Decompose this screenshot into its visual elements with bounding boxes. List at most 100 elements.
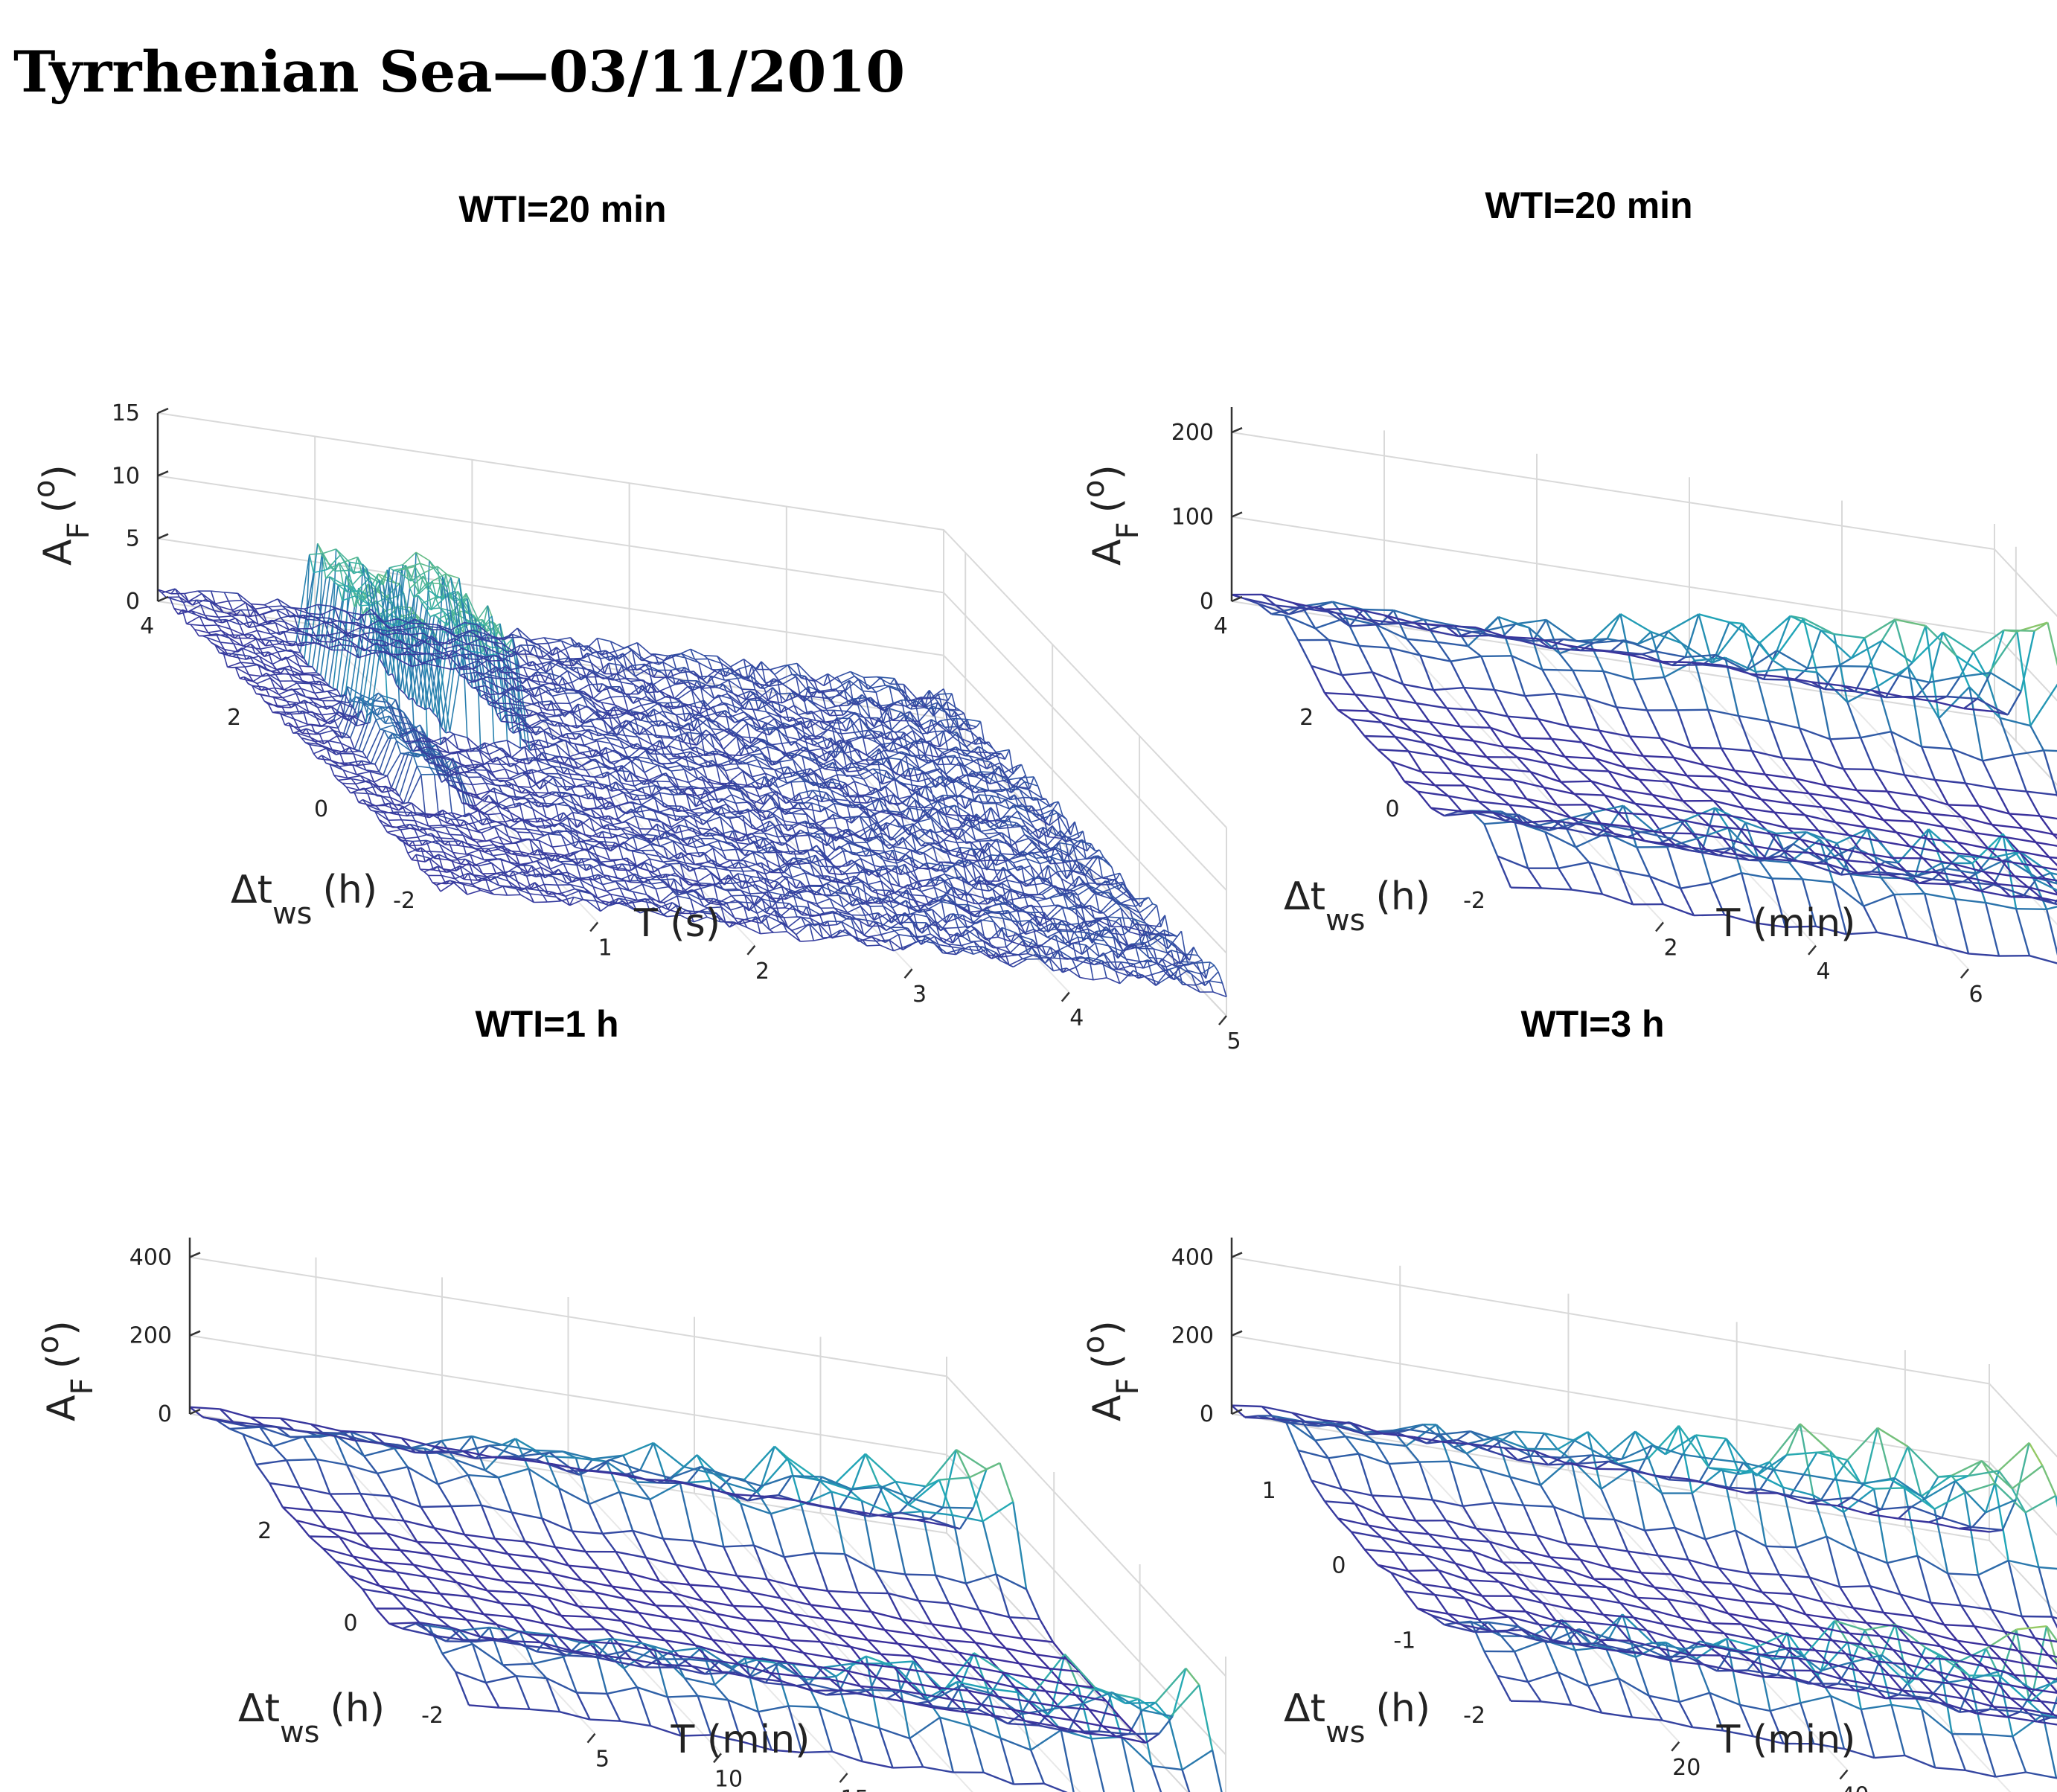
mesh-line: [608, 663, 614, 680]
mesh-line: [863, 778, 868, 787]
mesh-line: [557, 687, 563, 694]
mesh-line: [756, 759, 762, 768]
mesh-line: [807, 802, 813, 810]
mesh-line: [1040, 957, 1055, 959]
mesh-line: [214, 644, 220, 653]
mesh-line: [907, 884, 913, 895]
mesh-line: [244, 666, 250, 676]
mesh-line: [1008, 869, 1013, 875]
mesh-line: [610, 697, 615, 705]
mesh-line: [182, 601, 188, 612]
mesh-line: [668, 789, 674, 796]
mesh-line: [461, 863, 475, 866]
mesh-line: [943, 839, 949, 851]
mesh-line: [892, 846, 898, 861]
mesh-line: [862, 691, 868, 700]
mesh-line: [1100, 935, 1105, 941]
mesh-line: [700, 897, 714, 900]
mesh-line: [706, 787, 711, 793]
mesh-line: [387, 829, 401, 833]
mesh-line: [442, 810, 448, 824]
mesh-line: [351, 764, 357, 775]
mesh-line: [451, 759, 457, 774]
mesh-line: [866, 944, 880, 947]
mesh-line: [294, 654, 300, 666]
mesh-line: [546, 700, 552, 711]
mesh-line: [615, 686, 621, 692]
mesh-line: [754, 836, 760, 849]
mesh-line: [421, 737, 427, 747]
mesh-line: [445, 574, 451, 593]
mesh-line: [334, 608, 340, 621]
mesh-line: [877, 761, 883, 784]
mesh-line: [465, 751, 471, 761]
mesh-line: [700, 888, 706, 900]
mesh-line: [516, 786, 522, 794]
mesh-line: [1026, 858, 1031, 866]
mesh-line: [802, 803, 808, 810]
surface: [157, 543, 1227, 998]
mesh-line: [525, 772, 531, 788]
mesh-line: [220, 641, 225, 650]
mesh-line: [1137, 929, 1143, 936]
mesh-line: [760, 932, 774, 935]
mesh-line: [872, 731, 878, 739]
mesh-line: [586, 653, 592, 663]
mesh-line: [682, 844, 688, 854]
mesh-line: [448, 595, 454, 612]
mesh-line: [843, 885, 849, 895]
mesh-line: [356, 760, 362, 767]
mesh-line: [795, 676, 801, 697]
mesh-line: [859, 815, 865, 830]
mesh-line: [737, 873, 743, 889]
mesh-line: [829, 709, 835, 717]
mesh-line: [701, 776, 707, 788]
mesh-line: [720, 806, 726, 818]
mesh-line: [840, 682, 846, 691]
mesh-line: [391, 699, 397, 706]
mesh-line: [658, 856, 664, 863]
mesh-line: [810, 802, 816, 824]
mesh-line: [1151, 970, 1165, 976]
mesh-line: [543, 884, 549, 895]
mesh-line: [929, 801, 934, 809]
mesh-line: [508, 729, 514, 734]
mesh-line: [656, 781, 662, 790]
mesh-line: [1002, 918, 1008, 938]
mesh-line: [911, 935, 917, 943]
mesh-line: [1028, 776, 1034, 789]
mesh-line: [794, 793, 800, 801]
mesh-line: [828, 866, 834, 874]
mesh-line: [1001, 927, 1007, 947]
mesh-line: [266, 627, 272, 635]
mesh-line: [848, 800, 854, 808]
mesh-line: [767, 891, 772, 909]
mesh-line: [736, 736, 742, 756]
mesh-line: [745, 691, 751, 700]
mesh-line: [277, 651, 283, 661]
mesh-line: [1011, 932, 1017, 942]
mesh-line: [868, 925, 883, 927]
mesh-line: [1134, 906, 1140, 914]
mesh-line: [702, 910, 708, 918]
mesh-line: [819, 720, 825, 730]
mesh-line: [802, 906, 807, 915]
mesh-line: [742, 771, 748, 786]
mesh-line: [826, 737, 832, 749]
mesh-line: [667, 863, 681, 865]
mesh-line: [697, 718, 703, 735]
mesh-line: [639, 828, 644, 838]
mesh-line: [655, 740, 661, 751]
mesh-line: [214, 610, 219, 618]
mesh-line: [565, 845, 571, 857]
mesh-line: [1079, 921, 1085, 930]
mesh-line: [774, 673, 779, 681]
mesh-line: [895, 732, 900, 740]
mesh-line: [676, 805, 682, 812]
mesh-line: [169, 598, 175, 609]
mesh-line: [496, 805, 502, 814]
mesh-line: [280, 617, 286, 623]
mesh-line: [522, 667, 528, 677]
mesh-line: [296, 682, 302, 689]
mesh-line: [415, 854, 421, 870]
